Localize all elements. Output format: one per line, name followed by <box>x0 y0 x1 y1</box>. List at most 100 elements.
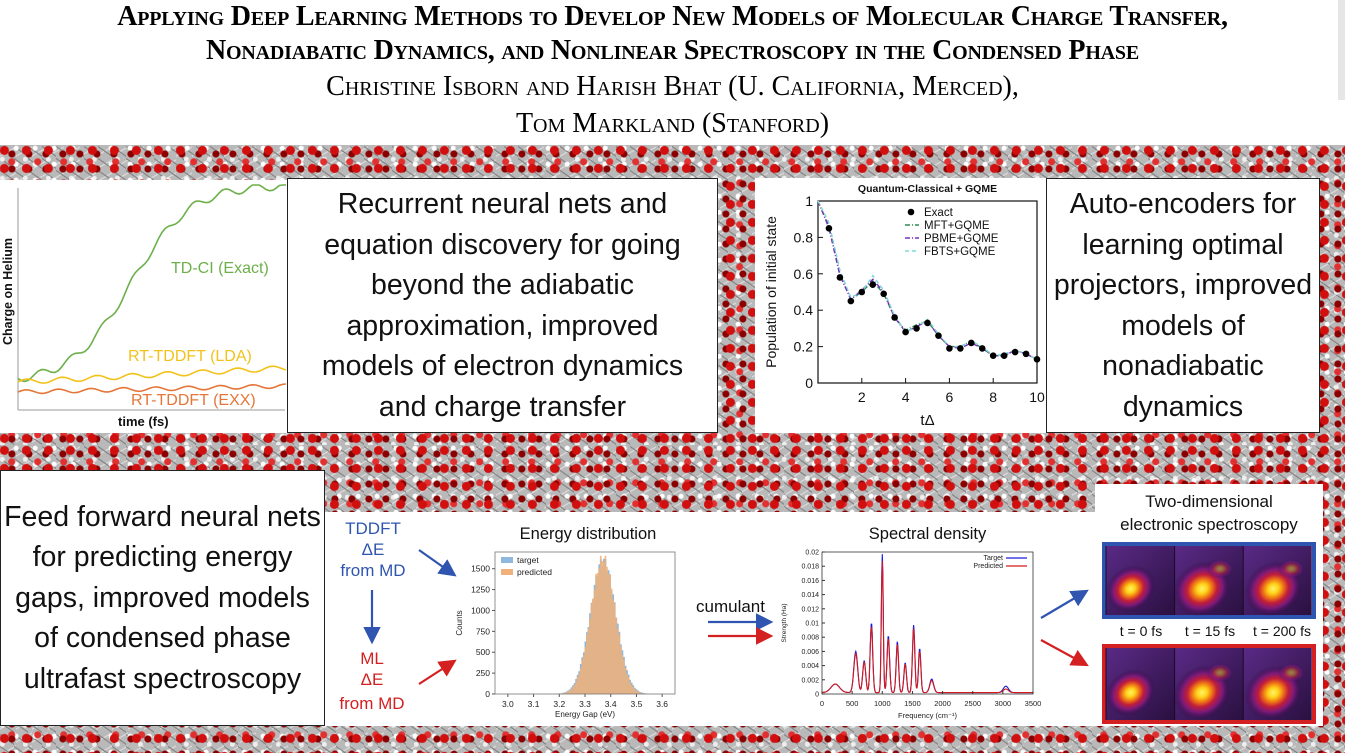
ml-arrow <box>418 659 457 685</box>
energy-xtick-label: 3.2 <box>553 699 565 709</box>
spectroscopy-pipeline-panel: TDDFT ΔE from MD ML ΔE from MD cumulant … <box>325 512 1095 726</box>
energy-bar-predicted <box>635 690 638 694</box>
energy-bar-predicted <box>629 681 632 694</box>
spectral-xtick-label: 1500 <box>904 699 921 708</box>
population-exact-point <box>946 345 953 352</box>
energy-xtick-label: 3.6 <box>656 699 668 709</box>
energy-ytick-label: 0 <box>485 689 490 699</box>
population-exact-point <box>1022 350 1030 358</box>
population-exact-point <box>891 314 898 321</box>
energy-bar-predicted <box>565 692 568 694</box>
population-plot: Quantum-Classical + GQME 2 4 6 8 10 0 0.2 0.4 0.6… <box>763 183 1045 429</box>
spectral-density-chart: Spectral density 0 500 1000 1500 2000 2500 3000… <box>781 525 1041 720</box>
population-exact-point <box>847 297 855 305</box>
spectral-xtick-label: 1000 <box>874 699 891 708</box>
spectral-ytick-label: 0.004 <box>801 663 819 670</box>
spectral-legend-entry: Predicted <box>973 563 1003 570</box>
energy-ytick-label: 500 <box>476 647 490 657</box>
twod-title-line1: Two-dimensional <box>1145 492 1273 511</box>
energy-xtick-label: 3.1 <box>528 699 540 709</box>
energy-ytick-label: 1000 <box>471 605 490 615</box>
energy-bar-predicted <box>624 668 627 694</box>
energy-bar-predicted <box>575 681 578 694</box>
population-xtick-label: 8 <box>989 389 997 405</box>
spectrum-arrow-blue <box>1040 589 1089 619</box>
population-legend-entry: PBME+GQME <box>924 233 999 245</box>
pipeline-svg: TDDFT ΔE from MD ML ΔE from MD cumulant … <box>339 519 1089 720</box>
population-plot-panel: Quantum-Classical + GQME 2 4 6 8 10 0 0.2 0.4 0.6… <box>755 178 1047 433</box>
twod-crosspeak <box>1206 662 1235 683</box>
energy-bar-predicted <box>615 617 618 694</box>
population-exact-point <box>1011 348 1019 356</box>
feedforward-text: Feed forward neural nets for predicting … <box>4 500 321 695</box>
energy-bar-predicted <box>616 629 619 694</box>
energy-bar-predicted <box>576 677 579 694</box>
energy-ylabel: Counts <box>455 610 464 635</box>
energy-bar-predicted <box>593 589 596 694</box>
title-line-2: Nonadiabatic Dynamics, and Nonlinear Spe… <box>206 35 1139 66</box>
population-exact-point <box>968 339 975 347</box>
spectral-ytick-label: 0.01 <box>805 621 819 628</box>
population-line-fbts-gqme <box>817 200 1038 360</box>
energy-bar-predicted <box>579 668 582 694</box>
population-exact-point <box>836 274 844 281</box>
spectral-ylabel: Strength (Ha) <box>781 603 788 642</box>
energy-bar-predicted <box>604 555 607 694</box>
energy-legend-swatch <box>501 569 513 575</box>
tdci-label: TD-CI (Exact) <box>171 260 269 277</box>
feedforward-text-box: Feed forward neural nets for predicting … <box>0 470 325 726</box>
charge-xlabel: time (fs) <box>118 414 169 429</box>
charge-plot: Charge on Helium time (fs) TD-CI (Exact)… <box>1 184 287 429</box>
population-legend-entry: MFT+GQME <box>924 220 990 232</box>
population-legend-marker <box>907 208 915 216</box>
title-line-1: Applying Deep Learning Methods to Develo… <box>117 1 1228 32</box>
energy-bar-predicted <box>589 618 591 694</box>
energy-legend-entry: target <box>517 555 539 565</box>
energy-bar-predicted <box>599 555 602 694</box>
energy-bar-predicted <box>633 688 636 694</box>
ml-label: ML ΔE from MD <box>339 649 404 713</box>
scrollbar[interactable] <box>1338 0 1345 100</box>
energy-bar-predicted <box>586 634 588 694</box>
energy-legend-entry: predicted <box>517 567 552 577</box>
twod-spectroscopy-panel: Two-dimensional electronic spectroscopy … <box>1095 484 1323 726</box>
energy-xlabel: Energy Gap (eV) <box>555 710 615 719</box>
lda-curve <box>17 365 287 384</box>
spectral-xtick-label: 500 <box>846 699 859 708</box>
twod-crosspeak <box>1277 558 1306 579</box>
spectrum-arrow-red <box>1040 639 1089 667</box>
energy-bar-predicted <box>569 690 571 694</box>
energy-bar-predicted <box>598 568 601 694</box>
energy-bar-predicted <box>618 634 621 694</box>
population-exact-point <box>924 319 931 327</box>
svg-text:from MD: from MD <box>339 694 404 713</box>
energy-bar-predicted <box>609 573 611 694</box>
rnn-text-box: Recurrent neural nets and equation disco… <box>287 178 718 433</box>
spectral-line-predicted <box>822 561 1033 694</box>
population-ytick-label: 0.6 <box>794 266 814 282</box>
population-ytick-label: 0.2 <box>794 339 814 355</box>
energy-bar-predicted <box>582 654 585 694</box>
energy-bar-predicted <box>638 692 641 694</box>
population-xtick-label: 6 <box>946 389 954 405</box>
tddft-label: TDDFT ΔE from MD <box>340 519 405 580</box>
population-exact-point <box>913 325 920 332</box>
tddft-arrow <box>418 549 457 577</box>
population-legend-entry: FBTS+GQME <box>924 246 996 258</box>
population-xtick-label: 10 <box>1029 389 1045 405</box>
population-ylabel: Population of initial state <box>763 216 779 368</box>
svg-text:ML: ML <box>360 649 384 668</box>
spectral-ytick-label: 0.008 <box>801 635 819 642</box>
energy-xtick-label: 3.4 <box>605 699 617 709</box>
energy-title: Energy distribution <box>520 525 657 543</box>
population-exact-point <box>1000 352 1008 359</box>
twod-crosspeak <box>1206 558 1235 579</box>
svg-text:ΔE: ΔE <box>361 670 384 689</box>
spectral-ytick-label: 0.018 <box>801 564 819 571</box>
energy-bar-predicted <box>562 693 565 694</box>
twod-red-frame <box>1102 644 1316 724</box>
spectral-title: Spectral density <box>869 525 987 543</box>
energy-xtick-label: 3.0 <box>502 699 514 709</box>
population-title: Quantum-Classical + GQME <box>858 183 997 195</box>
header: Applying Deep Learning Methods to Develo… <box>0 0 1345 145</box>
